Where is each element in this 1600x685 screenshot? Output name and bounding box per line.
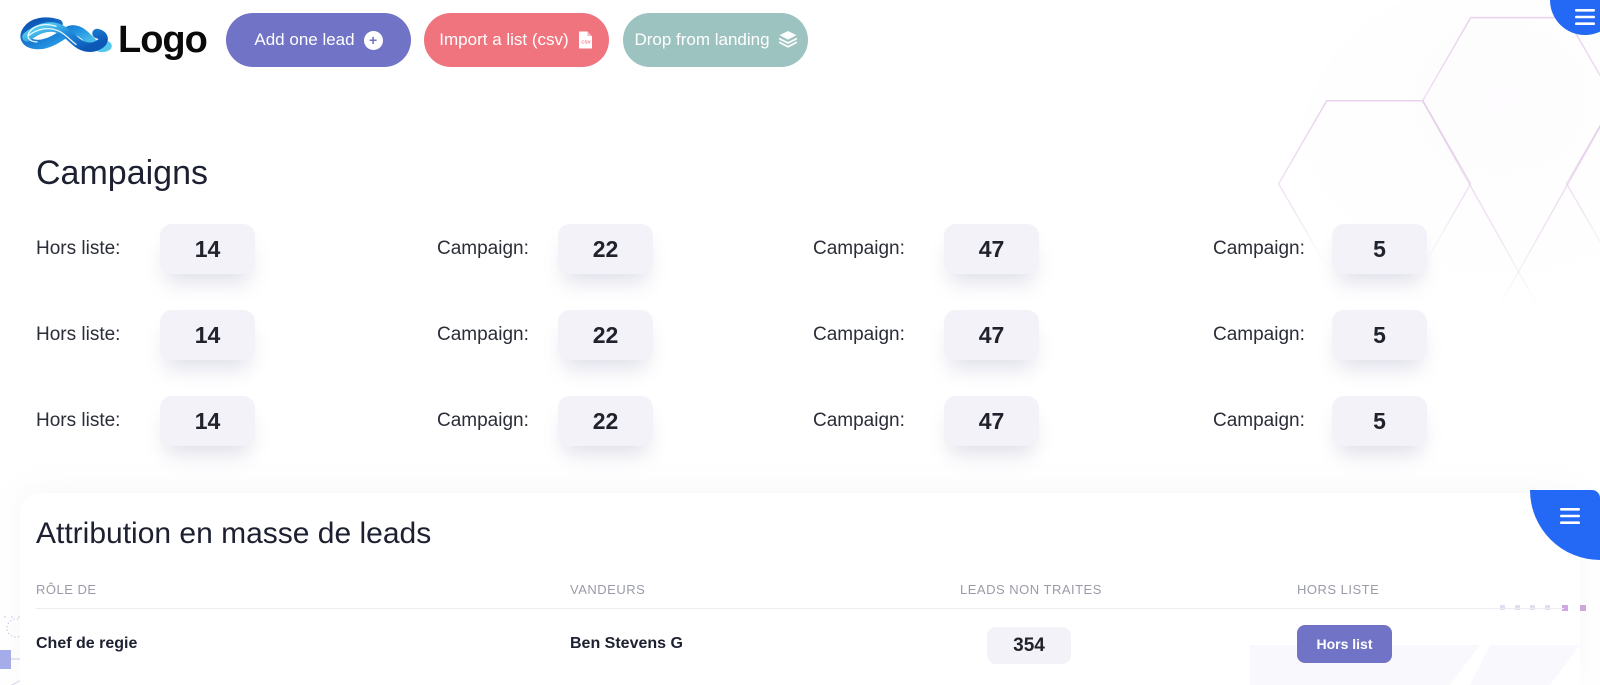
svg-text:CSV: CSV: [581, 40, 590, 45]
